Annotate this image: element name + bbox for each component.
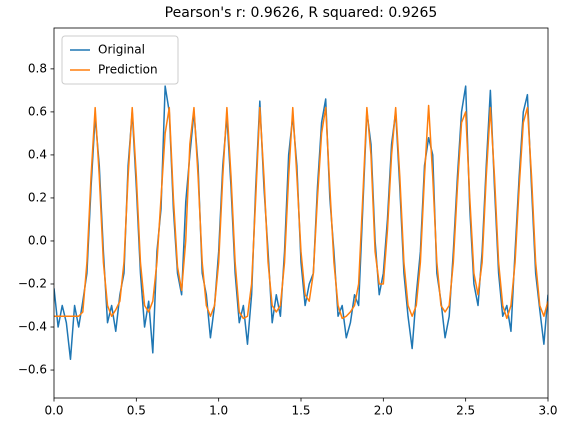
y-tick-label: −0.2: [18, 276, 47, 290]
y-tick-label: 0.8: [28, 61, 47, 75]
y-tick-label: 0.2: [28, 190, 47, 204]
x-tick-label: 0.0: [44, 404, 63, 418]
line: [54, 85, 548, 361]
x-tick-label: 0.5: [127, 404, 146, 418]
chart-title: Pearson's r: 0.9626, R squared: 0.9265: [165, 5, 438, 21]
x-tick-label: 1.5: [291, 404, 310, 418]
y-tick-label: −0.4: [18, 320, 47, 334]
x-tick-label: 2.5: [456, 404, 475, 418]
y-tick-label: 0.6: [28, 104, 47, 118]
x-tick-label: 1.0: [209, 404, 228, 418]
line: [54, 104, 548, 320]
y-tick-label: −0.6: [18, 363, 47, 377]
legend-label: Prediction: [98, 63, 158, 77]
axes-frame: [53, 27, 549, 399]
x-tick-label: 2.0: [374, 404, 393, 418]
legend-label: Original: [98, 43, 145, 57]
x-tick-label: 3.0: [538, 404, 557, 418]
y-tick-label: 0.0: [28, 233, 47, 247]
legend-box: [61, 35, 179, 85]
y-tick-label: 0.4: [28, 147, 47, 161]
